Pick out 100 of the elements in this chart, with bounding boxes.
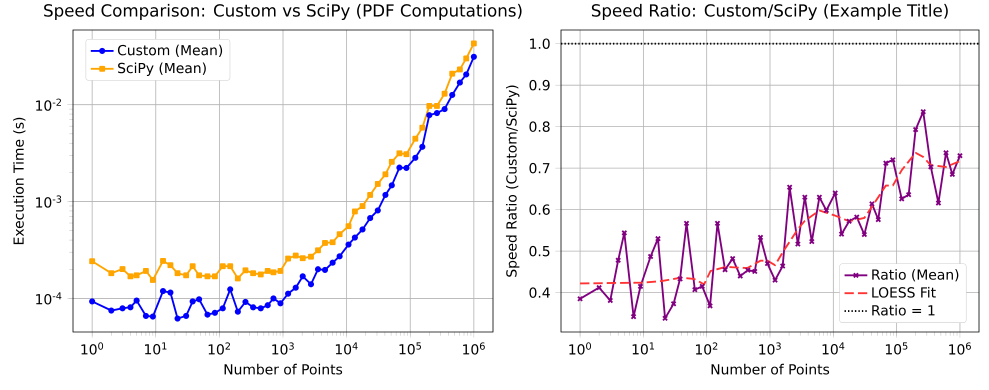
point — [388, 182, 395, 188]
point — [426, 103, 432, 109]
point — [264, 302, 271, 308]
point — [794, 241, 801, 248]
legend-label: SciPy (Mean) — [118, 62, 206, 76]
point — [802, 194, 808, 200]
point — [183, 272, 190, 278]
point — [943, 150, 950, 156]
point — [270, 295, 277, 302]
point — [737, 272, 744, 280]
point — [396, 164, 402, 171]
point — [277, 300, 284, 306]
point — [928, 164, 934, 170]
point — [300, 255, 306, 262]
point — [190, 263, 196, 270]
point — [242, 298, 249, 305]
point — [190, 298, 196, 305]
point — [292, 284, 299, 291]
point — [403, 164, 410, 172]
point — [949, 171, 956, 178]
point — [419, 124, 426, 131]
point — [692, 286, 698, 293]
point — [292, 252, 299, 258]
point — [174, 315, 181, 322]
x-tick-label: 10$^{3}$ — [759, 342, 781, 355]
point — [374, 207, 381, 214]
legend-label: Custom (Mean) — [118, 44, 222, 58]
point — [861, 232, 868, 238]
point — [882, 160, 889, 166]
point — [846, 218, 852, 224]
x-tick-label: 10$^{3}$ — [272, 342, 294, 355]
y-tick-label: 0.7 — [529, 162, 550, 174]
point — [412, 136, 418, 142]
point — [662, 315, 668, 322]
point — [345, 241, 352, 248]
point — [920, 108, 926, 115]
point — [367, 192, 374, 198]
x-tick-label: 10$^{2}$ — [208, 342, 230, 355]
point — [786, 184, 793, 190]
point — [396, 150, 402, 156]
point — [242, 267, 248, 274]
point — [204, 312, 211, 318]
point — [250, 270, 256, 276]
point — [315, 247, 321, 254]
point — [442, 90, 448, 97]
point — [456, 80, 463, 86]
point — [212, 273, 218, 280]
legend-label: Ratio (Mean) — [872, 269, 958, 282]
point — [442, 106, 448, 112]
chart-title: Speed Comparison: Custom vs SciPy (PDF Computations) — [44, 4, 522, 20]
point — [352, 208, 358, 214]
point — [419, 144, 426, 150]
point — [234, 275, 241, 282]
x-tick-label: 10$^{4}$ — [336, 342, 358, 354]
point — [227, 263, 234, 270]
point — [449, 70, 456, 77]
point — [382, 171, 388, 178]
point — [808, 238, 815, 245]
point — [764, 260, 770, 267]
point — [382, 192, 388, 198]
y-tick-label: 0.5 — [529, 246, 550, 256]
x-tick-label: 10$^{0}$ — [569, 342, 591, 355]
point — [308, 254, 314, 260]
point — [160, 258, 166, 264]
y-tick-label: 0.9 — [529, 80, 550, 90]
point — [308, 281, 314, 288]
point — [463, 56, 470, 62]
point — [367, 215, 374, 222]
y-axis-title: Speed Ratio (Custom/SciPy) — [506, 86, 520, 277]
point — [463, 71, 470, 78]
point — [314, 266, 322, 272]
point — [456, 66, 463, 72]
point — [403, 151, 410, 158]
point — [330, 260, 336, 266]
point — [714, 220, 720, 226]
point — [160, 288, 166, 294]
point — [868, 200, 875, 207]
point — [699, 283, 706, 290]
point — [898, 196, 905, 202]
point — [722, 266, 728, 273]
y-tick-label: 10$^{-2}$ — [36, 98, 61, 111]
x-tick-label: 10$^{1}$ — [145, 342, 166, 354]
point — [300, 273, 306, 280]
point — [167, 262, 174, 268]
point — [220, 305, 226, 312]
point — [322, 266, 328, 273]
x-tick-label: 10$^{0}$ — [81, 342, 104, 355]
point — [906, 192, 912, 198]
point — [285, 256, 292, 262]
point — [264, 268, 271, 274]
point — [670, 300, 677, 307]
point — [412, 154, 418, 161]
point — [758, 234, 764, 240]
point — [336, 231, 343, 238]
y-tick-label: 10$^{-4}$ — [36, 292, 62, 304]
point — [838, 231, 845, 238]
point — [220, 263, 226, 270]
point — [470, 54, 477, 60]
point — [196, 272, 202, 278]
point — [434, 110, 440, 116]
